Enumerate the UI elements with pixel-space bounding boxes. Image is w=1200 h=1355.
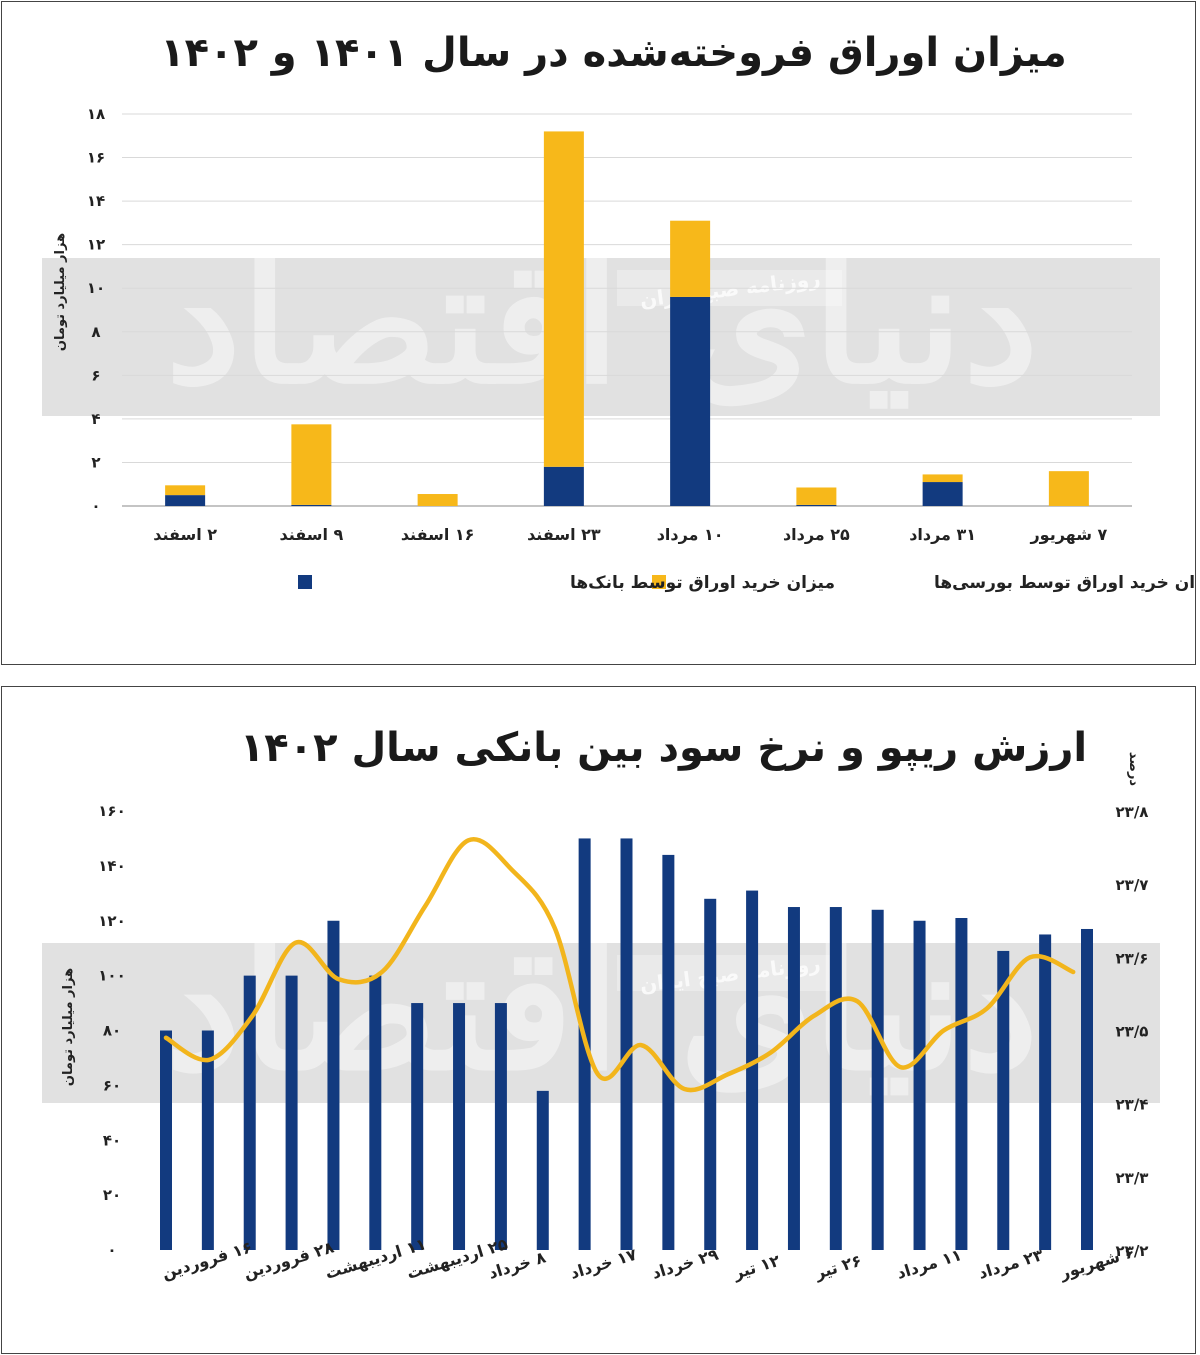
bar-banks — [543, 466, 584, 506]
repo-bar — [1081, 928, 1093, 1250]
repo-bar — [160, 1030, 172, 1250]
bar-banks — [922, 482, 963, 506]
y-tick-label: ۱۲ — [87, 236, 105, 254]
repo-interbank-chart-panel: ارزش ریپو و نرخ سود بین بانکی سال ۱۴۰۲ د… — [1, 686, 1196, 1354]
x-tick-label: ۶ شهریور — [1057, 1242, 1137, 1283]
legend-label-exchange: میزان خرید اوراق توسط بورسی‌ها — [934, 573, 1194, 593]
y-tick-label: ۲۰ — [103, 1186, 121, 1204]
watermark-newspaper-box — [617, 955, 842, 991]
x-tick-label: ۲۳ مرداد — [976, 1245, 1046, 1283]
repo-bar — [411, 1003, 424, 1250]
y-tick-label: ۱۶۰ — [98, 802, 125, 820]
y2-tick-label: ۲۳/۲ — [1116, 1242, 1149, 1260]
repo-bar — [369, 975, 382, 1250]
y-tick-label: ۱۶ — [87, 149, 105, 167]
y-tick-label: ۱۸ — [87, 105, 105, 123]
repo-bar — [955, 918, 968, 1250]
x-tick-label: ۱۲ تیر — [730, 1251, 782, 1283]
repo-bar — [243, 975, 256, 1250]
y-tick-label: ۴ — [91, 410, 100, 428]
y-axis-label: هزار میلیارد تومان — [61, 968, 76, 1086]
y2-tick-label: ۲۳/۴ — [1116, 1096, 1149, 1114]
bar-exchange — [922, 474, 963, 483]
interbank-rate-line — [163, 836, 1076, 1093]
sold-bonds-chart-panel: میزان اوراق فروخته‌شده در سال ۱۴۰۱ و ۱۴۰… — [1, 1, 1196, 665]
y-tick-label: ۱۴ — [87, 192, 105, 210]
bar-banks — [291, 504, 332, 506]
bar-exchange — [670, 220, 711, 297]
watermark-logo-text: دنیای اقتصاد — [165, 222, 1038, 422]
legend-label-banks: میزان خرید اوراق توسط بانک‌ها — [570, 573, 835, 593]
y2-tick-label: ۲۳/۷ — [1116, 876, 1149, 894]
y-tick-label: ۶۰ — [103, 1076, 121, 1094]
chart1-title: میزان اوراق فروخته‌شده در سال ۱۴۰۱ و ۱۴۰… — [160, 30, 1067, 76]
legend-swatch-exchange — [652, 575, 666, 589]
y-tick-label: ۰ — [91, 497, 100, 515]
x-category-label: ۱۶ اسفند — [401, 525, 475, 544]
repo-bar — [662, 854, 675, 1250]
y2-tick-label: ۲۳/۶ — [1116, 949, 1149, 967]
bar-exchange — [291, 424, 332, 505]
chart2-title: ارزش ریپو و نرخ سود بین بانکی سال ۱۴۰۲ — [239, 725, 1088, 771]
y-tick-label: ۶ — [91, 366, 100, 384]
repo-bar — [620, 838, 633, 1250]
repo-bar — [201, 1030, 214, 1250]
bar-banks — [165, 495, 206, 506]
x-category-label: ۳۱ مرداد — [909, 525, 976, 544]
x-category-label: ۲ اسفند — [153, 525, 217, 544]
y2-axis-label: درصد — [1126, 752, 1141, 787]
bar-exchange — [165, 485, 206, 496]
y-tick-label: ۴۰ — [103, 1131, 121, 1149]
repo-bar — [704, 898, 717, 1250]
x-category-label: ۲۵ مرداد — [783, 525, 850, 544]
repo-bar — [327, 920, 340, 1250]
x-tick-label: ۱۷ خرداد — [568, 1245, 639, 1283]
y-axis-label: هزار میلیارد تومان — [53, 233, 68, 351]
x-category-label: ۱۰ مرداد — [657, 525, 724, 544]
repo-bar — [536, 1090, 549, 1250]
y2-tick-label: ۲۳/۵ — [1116, 1023, 1149, 1041]
y-tick-label: ۸ — [91, 323, 100, 341]
repo-bar — [746, 890, 759, 1250]
y2-tick-label: ۲۳/۳ — [1116, 1169, 1149, 1187]
y-tick-label: ۱۰۰ — [98, 967, 125, 985]
legend-swatch-banks — [298, 575, 312, 589]
y2-tick-label: ۲۳/۸ — [1116, 803, 1149, 821]
bar-exchange — [543, 131, 584, 467]
repo-bar — [285, 975, 298, 1250]
x-category-label: ۷ شهریور — [1029, 525, 1107, 544]
y-tick-label: ۸۰ — [103, 1022, 121, 1040]
repo-bar — [494, 1003, 507, 1250]
repo-bar — [453, 1003, 466, 1250]
repo-bar — [1039, 934, 1052, 1250]
repo-bar — [787, 907, 800, 1250]
y-tick-label: ۱۲۰ — [98, 912, 125, 930]
y-tick-label: ۱۴۰ — [98, 857, 125, 875]
repo-bar — [829, 907, 842, 1250]
bar-exchange — [1048, 471, 1089, 506]
bar-banks — [796, 504, 837, 506]
x-category-label: ۹ اسفند — [279, 525, 343, 544]
bar-exchange — [417, 494, 458, 506]
repo-bar — [913, 920, 926, 1250]
y-tick-label: ۰ — [107, 1241, 116, 1259]
x-tick-label: ۱۱ مرداد — [894, 1245, 964, 1283]
repo-bar — [871, 909, 884, 1250]
y-tick-label: ۲ — [91, 453, 100, 471]
x-tick-label: ۲۶ تیر — [812, 1251, 864, 1283]
repo-bar — [997, 950, 1010, 1250]
x-tick-label: ۲۹ خرداد — [649, 1245, 720, 1283]
y-tick-label: ۱۰ — [87, 279, 105, 297]
x-category-label: ۲۳ اسفند — [527, 525, 601, 544]
bar-banks — [670, 296, 711, 506]
bar-exchange — [796, 487, 837, 505]
watermark-band — [42, 258, 1160, 416]
